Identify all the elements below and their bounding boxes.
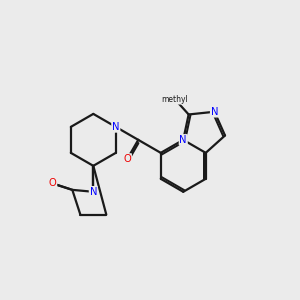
Text: methyl: methyl bbox=[162, 95, 188, 104]
Text: O: O bbox=[123, 154, 131, 164]
Text: N: N bbox=[112, 122, 119, 132]
Text: N: N bbox=[211, 107, 218, 117]
Text: N: N bbox=[179, 135, 187, 145]
Text: N: N bbox=[90, 187, 97, 197]
Text: O: O bbox=[49, 178, 56, 188]
